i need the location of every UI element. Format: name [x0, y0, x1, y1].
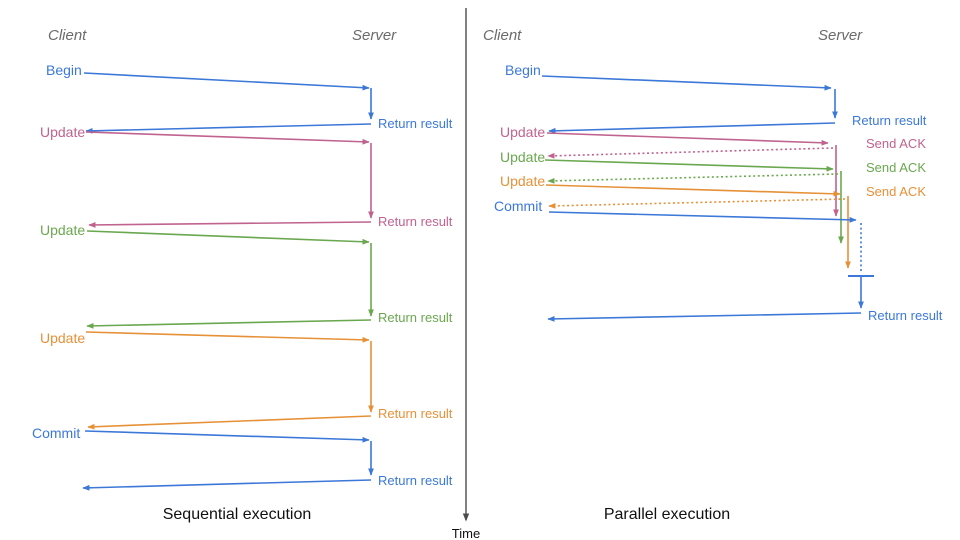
seq-update3-response-label: Return result [378, 406, 453, 421]
par-update3-ack-line [548, 198, 846, 209]
par-begin-response-label: Return result [852, 113, 927, 128]
par-client-header: Client [483, 27, 522, 44]
seq-client-header: Client [48, 27, 87, 44]
seq-update1-request-line [85, 131, 370, 145]
parallel-caption: Parallel execution [604, 506, 730, 523]
par-update1-request-line [546, 132, 829, 146]
seq-update3-label: Update [40, 330, 85, 346]
parallel-panel: Client Server Begin Return result Update… [483, 27, 943, 523]
par-commit-response-line [547, 312, 862, 322]
seq-begin-response-line [85, 123, 372, 134]
par-commit-label: Commit [494, 198, 542, 214]
seq-begin-label: Begin [46, 62, 82, 78]
par-update1-ack-line [547, 147, 834, 159]
seq-update2-response-label: Return result [378, 310, 453, 325]
seq-update1-response-line [88, 221, 372, 228]
par-update3-label: Update [500, 173, 545, 189]
seq-commit-request-line [84, 430, 370, 443]
sequential-caption: Sequential execution [163, 506, 312, 523]
seq-commit-response-line [82, 479, 372, 491]
par-update2-label: Update [500, 149, 545, 165]
par-update2-request-line [544, 159, 834, 172]
par-begin-response-line [548, 122, 836, 134]
seq-server-header: Server [352, 27, 397, 44]
par-update1-label: Update [500, 124, 545, 140]
seq-update2-label: Update [40, 222, 85, 238]
par-update3-ack-label: Send ACK [866, 184, 926, 199]
seq-begin-response-label: Return result [378, 116, 453, 131]
par-commit-request-line [548, 211, 857, 223]
time-axis: Time [452, 8, 480, 540]
seq-commit-label: Commit [32, 425, 80, 441]
par-update2-ack-line [547, 173, 839, 184]
par-update2-ack-label: Send ACK [866, 160, 926, 175]
time-axis-label: Time [452, 526, 480, 540]
sequential-panel: Client Server Begin Return result Update… [32, 27, 453, 523]
seq-update1-label: Update [40, 124, 85, 140]
par-update3-request-line [545, 184, 841, 197]
seq-commit-response-label: Return result [378, 473, 453, 488]
seq-update3-request-line [85, 331, 370, 343]
seq-begin-request-line [83, 72, 370, 91]
par-begin-request-line [541, 75, 832, 91]
par-server-header: Server [818, 27, 863, 44]
seq-update2-response-line [86, 319, 372, 329]
par-begin-label: Begin [505, 62, 541, 78]
seq-update1-response-label: Return result [378, 214, 453, 229]
par-update1-ack-label: Send ACK [866, 136, 926, 151]
par-commit-response-label: Return result [868, 308, 943, 323]
seq-update3-response-line [87, 415, 372, 430]
seq-update2-request-line [86, 230, 370, 245]
